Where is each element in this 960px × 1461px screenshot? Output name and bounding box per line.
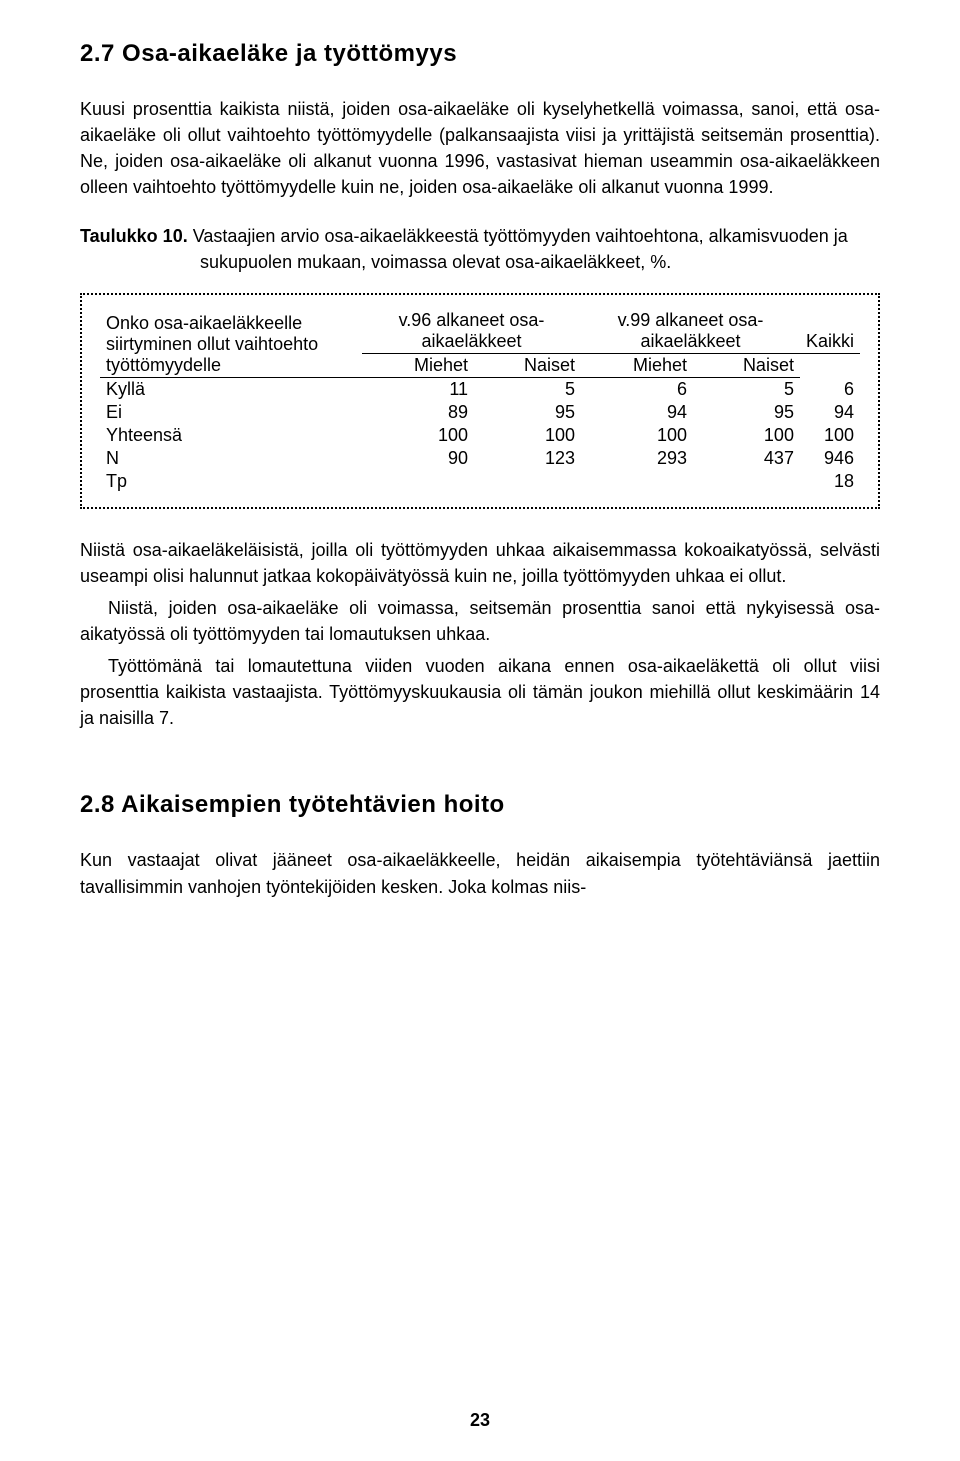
cell: 100	[474, 424, 581, 447]
subheader-miehet: Miehet	[581, 353, 693, 377]
paragraph: Työttömänä tai lomautettuna viiden vuode…	[80, 653, 880, 731]
cell: 100	[800, 424, 860, 447]
row-label: Ei	[100, 401, 362, 424]
cell: 100	[362, 424, 474, 447]
data-table: Onko osa-aikaeläkkeelle siirtyminen ollu…	[100, 309, 860, 493]
section-heading-28: 2.8 Aikaisempien työtehtävien hoito	[80, 791, 880, 819]
subheader-naiset: Naiset	[474, 353, 581, 377]
table-row: Yhteensä 100 100 100 100 100	[100, 424, 860, 447]
cell: 94	[800, 401, 860, 424]
cell: 94	[581, 401, 693, 424]
cell: 18	[800, 470, 860, 493]
cell: 6	[581, 377, 693, 401]
cell: 5	[693, 377, 800, 401]
caption-text: Vastaajien arvio osa-aikaeläkkeestä työt…	[188, 226, 848, 271]
cell: 100	[693, 424, 800, 447]
cell: 437	[693, 447, 800, 470]
subheader-naiset: Naiset	[693, 353, 800, 377]
cell: 90	[362, 447, 474, 470]
row-label: Yhteensä	[100, 424, 362, 447]
cell: 5	[474, 377, 581, 401]
cell: 11	[362, 377, 474, 401]
cell	[581, 470, 693, 493]
row-label: N	[100, 447, 362, 470]
cell: 123	[474, 447, 581, 470]
col-group-2: v.99 alkaneet osa-aikaeläkkeet	[581, 309, 800, 354]
cell: 293	[581, 447, 693, 470]
subheader-miehet: Miehet	[362, 353, 474, 377]
empty-cell	[800, 353, 860, 377]
table-row: Ei 89 95 94 95 94	[100, 401, 860, 424]
cell: 89	[362, 401, 474, 424]
document-page: 2.7 Osa-aikaeläke ja työttömyys Kuusi pr…	[0, 0, 960, 1461]
paragraph: Niistä osa-aikaeläkeläisistä, joilla oli…	[80, 537, 880, 589]
col-group-1: v.96 alkaneet osa-aikaeläkkeet	[362, 309, 581, 354]
cell: 6	[800, 377, 860, 401]
cell: 946	[800, 447, 860, 470]
section-heading-27: 2.7 Osa-aikaeläke ja työttömyys	[80, 40, 880, 68]
cell	[693, 470, 800, 493]
table-container: Onko osa-aikaeläkkeelle siirtyminen ollu…	[80, 293, 880, 509]
cell: 100	[581, 424, 693, 447]
row-header-label: Onko osa-aikaeläkkeelle siirtyminen ollu…	[100, 309, 362, 378]
paragraph: Kuusi prosenttia kaikista niistä, joiden…	[80, 96, 880, 200]
caption-label: Taulukko 10.	[80, 226, 188, 246]
cell: 95	[693, 401, 800, 424]
col-group-3: Kaikki	[800, 309, 860, 354]
paragraph: Niistä, joiden osa-aikaeläke oli voimass…	[80, 595, 880, 647]
row-label: Kyllä	[100, 377, 362, 401]
table-row: Kyllä 11 5 6 5 6	[100, 377, 860, 401]
cell	[474, 470, 581, 493]
page-number: 23	[0, 1410, 960, 1431]
paragraph: Kun vastaajat olivat jääneet osa-aikaelä…	[80, 847, 880, 899]
cell: 95	[474, 401, 581, 424]
cell	[362, 470, 474, 493]
table-row: Tp 18	[100, 470, 860, 493]
row-label: Tp	[100, 470, 362, 493]
table-row: N 90 123 293 437 946	[100, 447, 860, 470]
table-header-row-1: Onko osa-aikaeläkkeelle siirtyminen ollu…	[100, 309, 860, 354]
table-caption: Taulukko 10. Vastaajien arvio osa-aikael…	[200, 224, 880, 274]
